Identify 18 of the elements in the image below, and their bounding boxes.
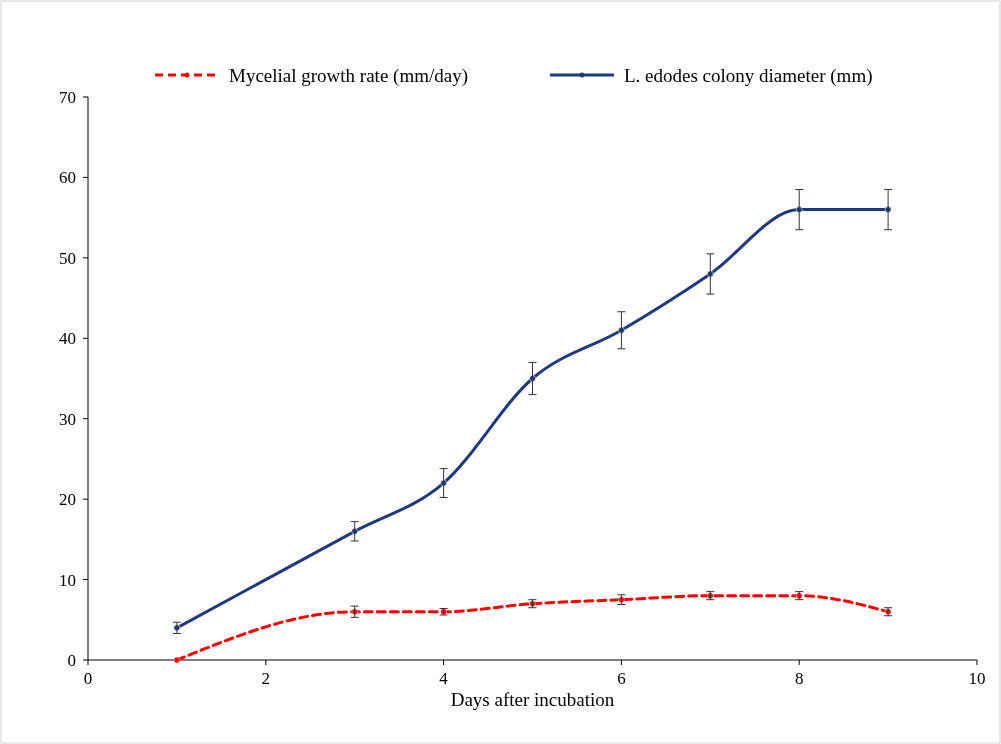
x-tick-label: 8: [794, 669, 804, 688]
x-tick-label: 4: [439, 669, 449, 688]
point: [173, 656, 181, 664]
y-tick-label: 70: [59, 87, 76, 107]
x-axis-title: Days after incubation: [450, 689, 615, 710]
y-tick-label: 40: [59, 329, 76, 349]
x-tick-label: 0: [83, 669, 93, 688]
legend-label: L. edodes colony diameter (mm): [624, 64, 873, 87]
x-tick-label: 10: [968, 669, 986, 688]
x-tick-label: 6: [617, 669, 626, 688]
y-tick-label: 20: [59, 490, 76, 510]
y-tick-label: 60: [59, 168, 76, 188]
y-tick-label: 50: [59, 248, 76, 268]
x-tick-label: 2: [261, 669, 271, 688]
y-tick-label: 30: [59, 409, 76, 429]
y-tick-label: 0: [67, 650, 76, 670]
legend-label: Mycelial growth rate (mm/day): [229, 64, 469, 87]
y-tick-label: 10: [59, 570, 76, 590]
